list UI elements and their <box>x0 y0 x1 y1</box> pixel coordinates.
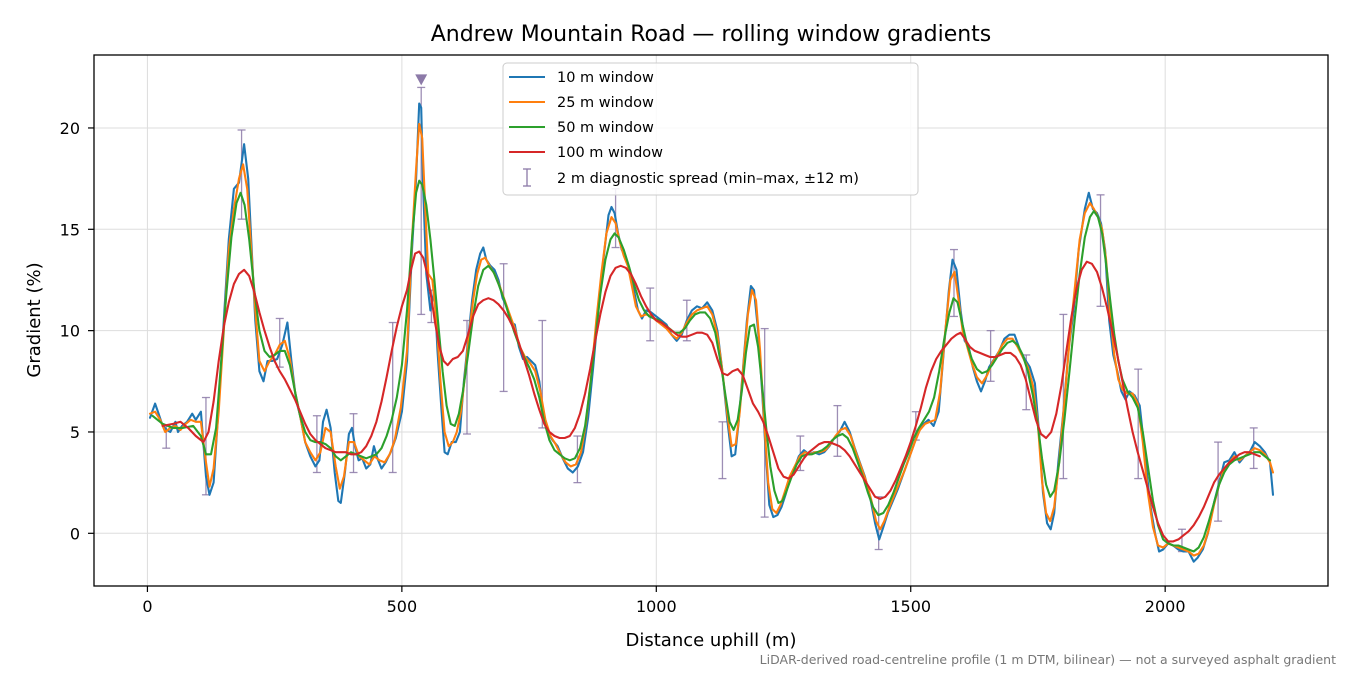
series-lines <box>148 102 1275 563</box>
legend: 10 m window 25 m window 50 m window 100 … <box>502 62 919 196</box>
x-tick-label: 1500 <box>890 597 931 616</box>
peak-marker <box>415 74 428 86</box>
x-tick-label: 2000 <box>1145 597 1186 616</box>
axis-ticks: 0 500 1000 1500 2000 0 5 10 15 20 <box>60 119 1186 616</box>
peak-marker-triangle <box>415 74 428 86</box>
legend-swatch-errorbar <box>523 168 531 187</box>
error-bar <box>718 421 727 480</box>
y-tick-label: 0 <box>70 524 80 543</box>
legend-label-errorbar: 2 m diagnostic spread (min–max, ±12 m) <box>557 171 859 187</box>
series-line-3 <box>161 250 1261 543</box>
plot-frame <box>93 54 1329 587</box>
y-tick-label: 10 <box>60 322 80 341</box>
x-tick-label: 500 <box>387 597 418 616</box>
y-tick-label: 15 <box>60 220 80 239</box>
error-bar <box>833 404 842 457</box>
y-axis-label: Gradient (%) <box>24 262 45 377</box>
error-bar <box>1134 368 1143 480</box>
legend-label-100m: 100 m window <box>557 145 663 161</box>
source-note: LiDAR-derived road-centreline profile (1… <box>760 652 1336 667</box>
series-line-2 <box>151 179 1272 553</box>
x-tick-label: 1000 <box>636 597 677 616</box>
chart-title: Andrew Mountain Road — rolling window gr… <box>431 22 992 47</box>
legend-label-25m: 25 m window <box>557 95 654 111</box>
y-tick-label: 5 <box>70 423 80 442</box>
x-axis-label: Distance uphill (m) <box>626 630 797 651</box>
y-tick-label: 20 <box>60 119 80 138</box>
x-tick-label: 0 <box>142 597 152 616</box>
series-line-1 <box>148 122 1275 557</box>
error-bar <box>237 129 246 220</box>
error-bar <box>1059 313 1068 480</box>
error-bar <box>1214 441 1223 522</box>
error-bar <box>1096 194 1105 307</box>
legend-box <box>502 62 919 196</box>
legend-label-50m: 50 m window <box>557 120 654 136</box>
error-bar <box>499 263 508 393</box>
legend-label-10m: 10 m window <box>557 70 654 86</box>
